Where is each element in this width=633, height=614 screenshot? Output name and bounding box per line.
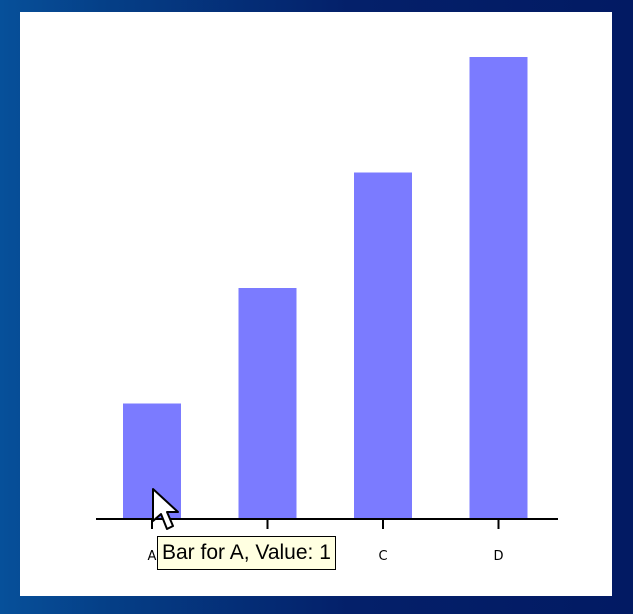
bars-layer [123,57,528,519]
bar-c[interactable] [354,172,412,520]
x-tick-label-d: D [493,549,503,564]
chart-panel: ABCD Bar for A, Value: 1 [20,12,612,596]
bar-b[interactable] [238,288,297,519]
arrow-cursor-icon [152,488,179,530]
bar-d[interactable] [469,57,528,519]
tooltip: Bar for A, Value: 1 [157,536,336,570]
bar-chart: ABCD [96,57,558,564]
x-tick-label-c: C [378,549,387,564]
x-tick-label-a: A [148,549,157,564]
